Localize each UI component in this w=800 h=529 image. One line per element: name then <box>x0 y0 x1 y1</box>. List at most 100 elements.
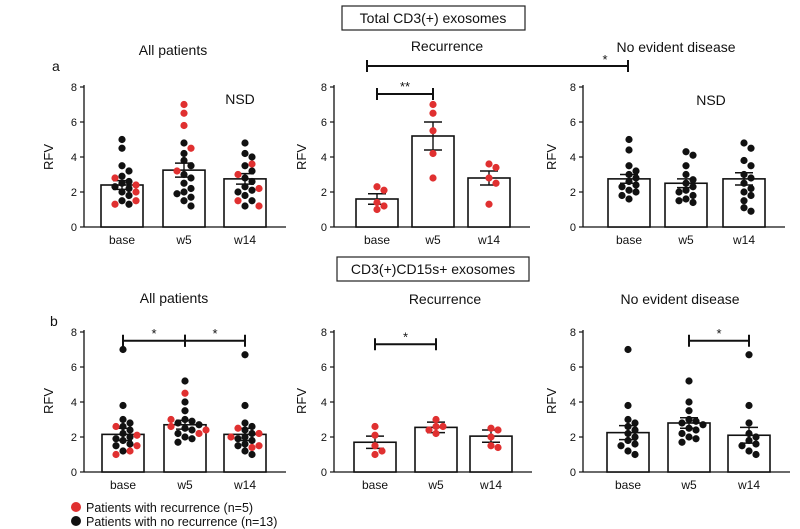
data-point-black <box>631 450 639 459</box>
data-point-black <box>187 174 195 182</box>
data-point-black <box>118 172 126 180</box>
data-point-black <box>241 174 249 182</box>
y-tick-label: 0 <box>71 222 77 234</box>
x-tick-label-w14: w14 <box>233 233 256 247</box>
data-point-black <box>241 419 249 427</box>
data-point-black <box>747 184 755 193</box>
data-point-black <box>181 398 189 406</box>
x-tick-label-w14: w14 <box>477 233 500 247</box>
data-point-red <box>173 167 181 175</box>
data-point-red <box>133 431 141 439</box>
data-point-black <box>747 144 755 152</box>
data-point-black <box>241 401 249 410</box>
data-point-black <box>624 415 632 424</box>
data-point-red <box>371 422 379 431</box>
data-point-black <box>689 191 697 200</box>
x-tick-label-w14: w14 <box>737 478 760 492</box>
x-tick-label-w14: w14 <box>732 233 755 247</box>
data-point-red <box>227 433 235 441</box>
data-point-black <box>747 191 755 200</box>
data-point-black <box>248 186 256 194</box>
data-point-red <box>487 424 495 432</box>
data-point-black <box>118 162 126 170</box>
data-point-black <box>747 174 755 182</box>
data-point-black <box>745 419 753 427</box>
significance-bracket: * <box>184 326 246 347</box>
data-point-black <box>624 447 632 455</box>
x-tick-label-w14: w14 <box>233 478 256 492</box>
data-point-black <box>745 351 753 359</box>
data-point-black <box>248 177 256 186</box>
data-point-red <box>132 188 140 196</box>
data-point-black <box>685 415 693 424</box>
data-point-black <box>685 398 693 406</box>
data-point-black <box>119 429 127 438</box>
data-point-black <box>111 183 119 191</box>
y-axis-label: RFV <box>544 144 559 170</box>
data-point-black <box>248 422 256 431</box>
row-a-title-box <box>341 5 526 31</box>
data-point-black <box>617 442 625 450</box>
data-point-black <box>112 435 120 443</box>
data-point-red <box>373 183 381 191</box>
data-point-black <box>624 422 632 431</box>
data-point-black <box>248 450 256 459</box>
y-tick-label: 0 <box>321 467 327 479</box>
data-point-black <box>624 436 632 445</box>
legend-label-recurrence: Patients with recurrence (n=5) <box>86 501 253 515</box>
x-tick-label-w5: w5 <box>175 233 192 247</box>
chart-a-rec: Recurrence RFV 0 2 4 6 8 base w5 w14 ** <box>294 38 530 247</box>
data-point-black <box>685 377 693 385</box>
data-point-red <box>492 179 500 187</box>
data-point-black <box>625 146 633 154</box>
y-axis-label: RFV <box>294 388 309 414</box>
data-point-red <box>132 197 140 205</box>
data-point-black <box>125 184 133 193</box>
data-point-black <box>126 433 134 441</box>
data-point-black <box>248 167 256 175</box>
data-point-black <box>248 197 256 205</box>
legend-label-no-recurrence: Patients with no recurrence (n=13) <box>86 515 277 529</box>
data-point-red <box>371 431 379 439</box>
x-tick-label-w14: w14 <box>479 478 502 492</box>
y-tick-label: 6 <box>321 117 327 129</box>
data-point-black <box>187 162 195 170</box>
data-point-black <box>675 197 683 205</box>
chart-annotation: NSD <box>696 92 726 108</box>
data-point-black <box>740 204 748 212</box>
data-point-red <box>234 170 242 179</box>
data-point-black <box>685 433 693 441</box>
data-point-black <box>187 193 195 201</box>
data-point-red <box>234 424 242 432</box>
data-point-black <box>747 207 755 215</box>
data-point-black <box>248 153 256 161</box>
data-point-red <box>485 174 493 182</box>
data-point-black <box>125 191 133 200</box>
chart-b-all: All patients RFV 0 2 4 6 8 base w5 w14 * * <box>41 290 286 492</box>
data-point-black <box>234 442 242 450</box>
y-tick-label: 8 <box>570 82 576 94</box>
bar-w5 <box>414 426 458 473</box>
data-point-black <box>125 200 133 208</box>
data-point-black <box>618 191 626 200</box>
data-point-red <box>439 422 447 431</box>
data-point-black <box>248 429 256 438</box>
chart-a-ned: No evident disease RFV 0 2 4 6 8 base w5 w14 NSD <box>544 39 785 247</box>
chart-title: Recurrence <box>409 291 482 307</box>
data-point-red <box>492 163 500 172</box>
row-b-title: CD3(+)CD15s+ exosomes <box>351 261 515 277</box>
data-point-black <box>745 447 753 455</box>
data-point-black <box>119 422 127 431</box>
row-b-letter: b <box>50 313 58 329</box>
data-point-black <box>752 433 760 441</box>
data-point-black <box>632 174 640 182</box>
cross-bracket-label: * <box>602 52 607 67</box>
cross-significance-bracket: * <box>366 52 629 72</box>
y-tick-label: 6 <box>570 362 576 374</box>
data-point-black <box>180 188 188 196</box>
data-point-black <box>624 345 632 354</box>
chart-b-rec: Recurrence RFV 0 2 4 6 8 base w5 w14 * <box>294 291 532 492</box>
significance-label: * <box>151 326 156 341</box>
data-point-red <box>429 109 437 117</box>
